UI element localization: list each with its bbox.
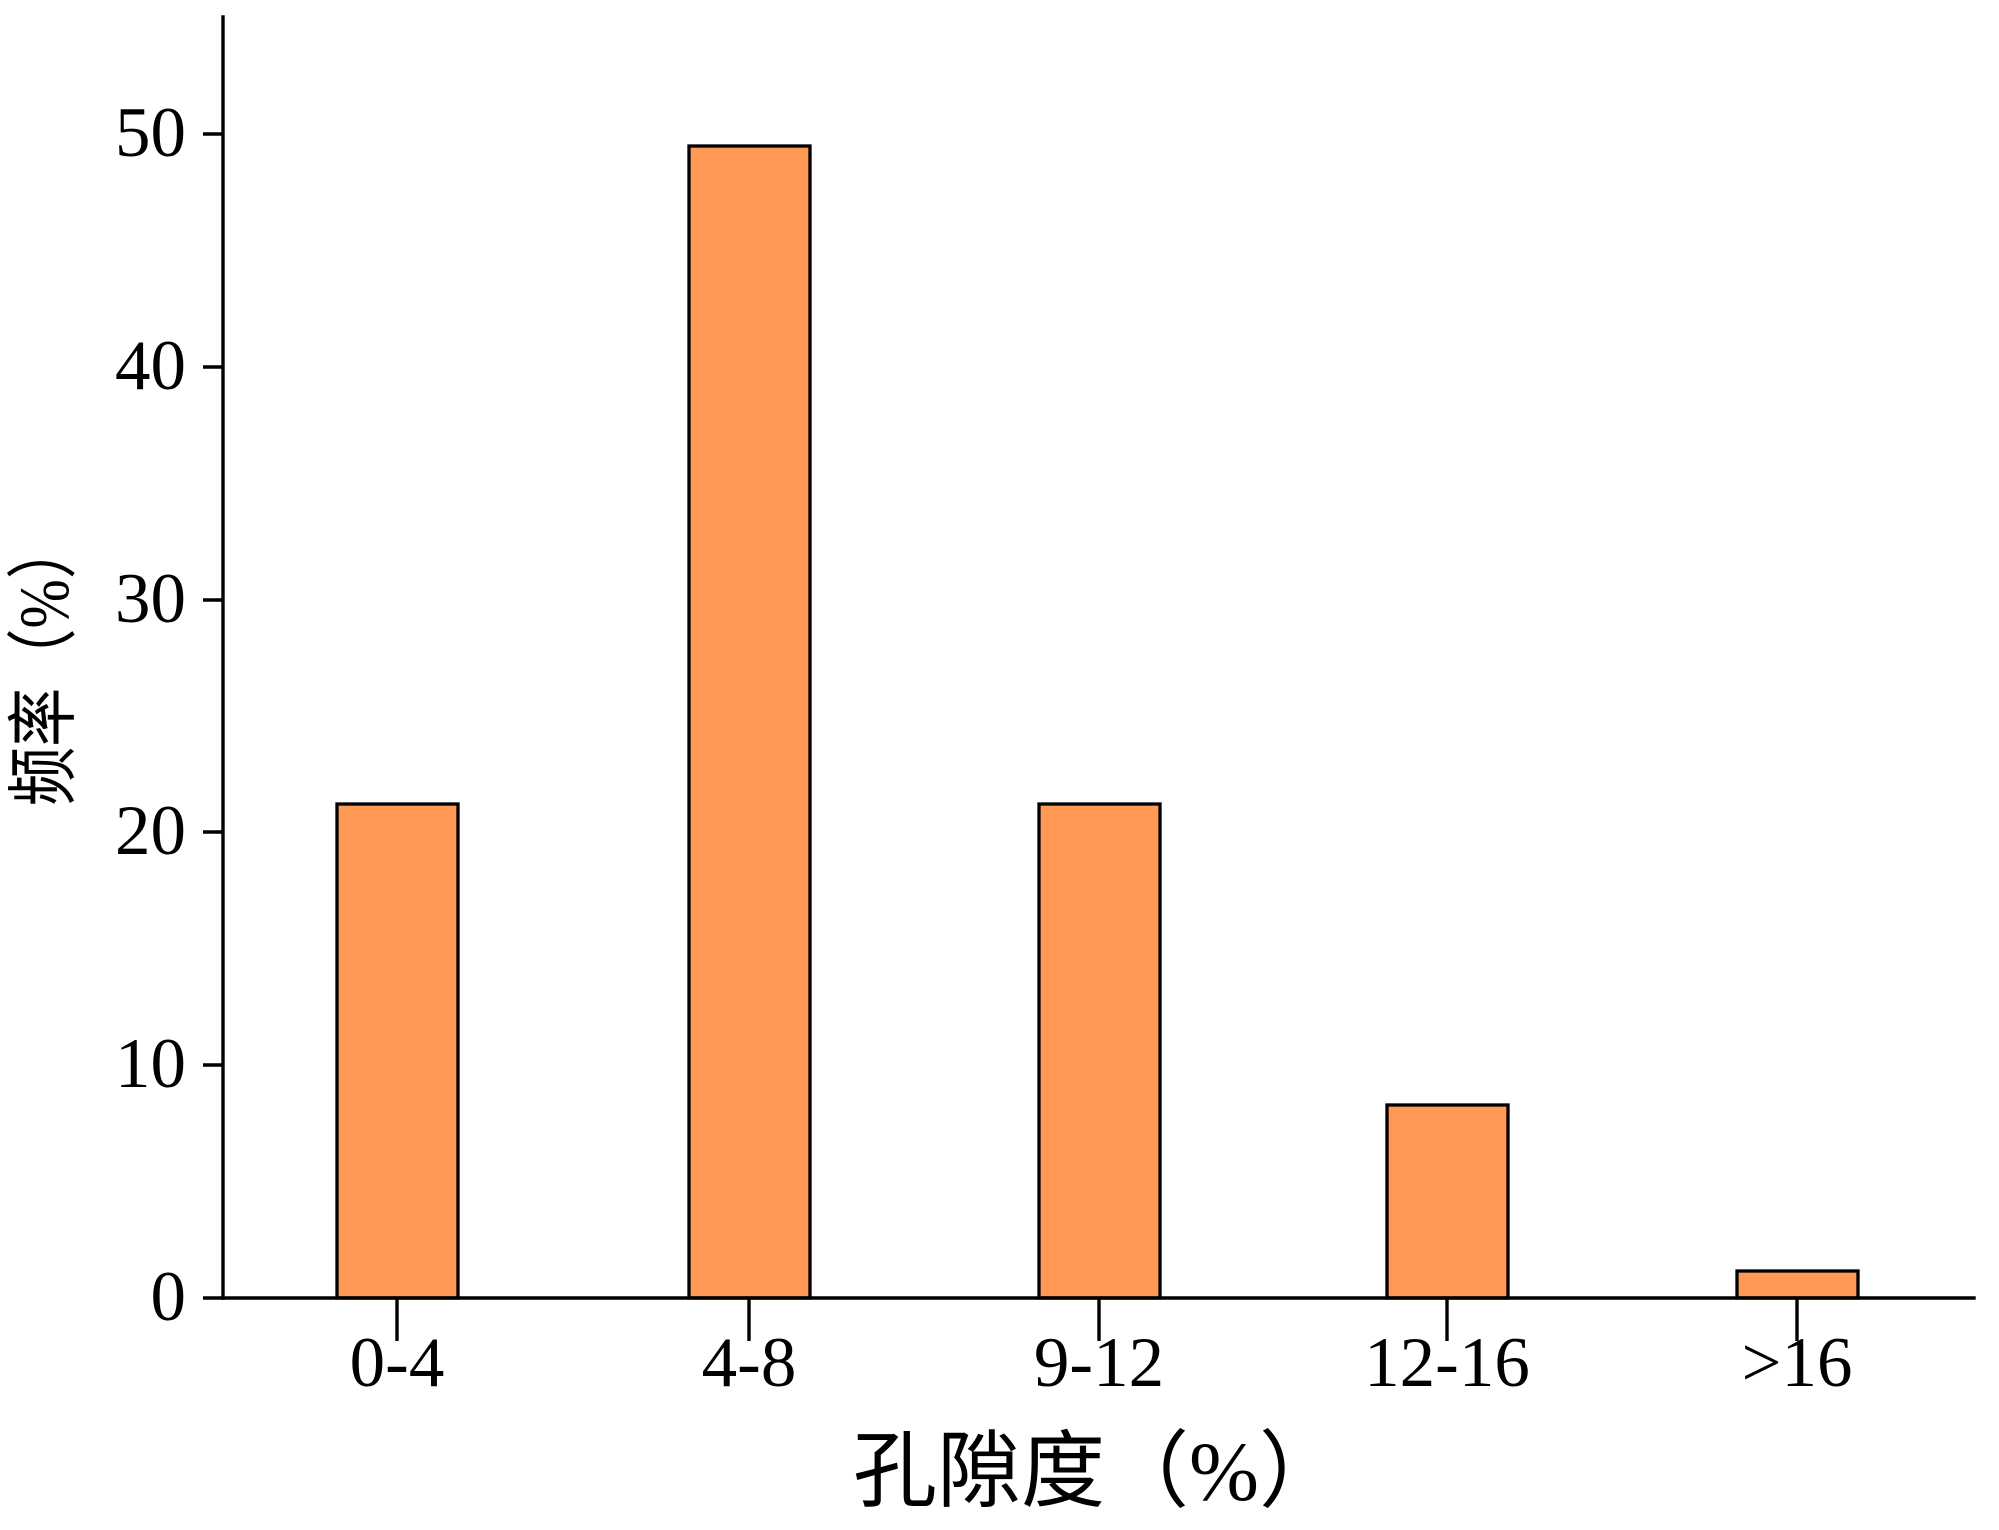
svg-text:10: 10 <box>115 1025 186 1103</box>
svg-text:40: 40 <box>115 327 186 405</box>
svg-text:0-4: 0-4 <box>350 1324 445 1402</box>
svg-text:50: 50 <box>115 94 186 172</box>
svg-text:30: 30 <box>115 560 186 638</box>
svg-text:20: 20 <box>115 792 186 870</box>
svg-text:频率（%）: 频率（%） <box>6 520 84 806</box>
svg-text:孔隙度（%）: 孔隙度（%） <box>853 1426 1343 1519</box>
svg-text:>16: >16 <box>1741 1324 1852 1402</box>
svg-text:4-8: 4-8 <box>702 1324 797 1402</box>
svg-text:9-12: 9-12 <box>1034 1324 1164 1402</box>
svg-text:0: 0 <box>151 1258 187 1336</box>
svg-text:12-16: 12-16 <box>1364 1324 1530 1402</box>
